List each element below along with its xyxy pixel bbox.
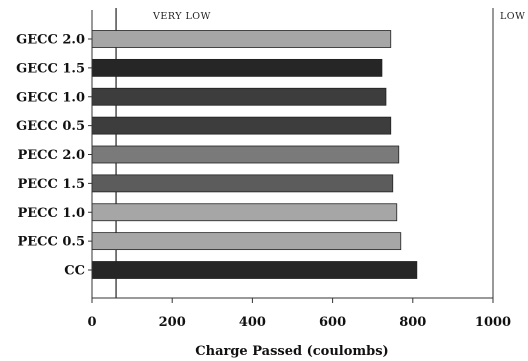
category-label-gecc-0-5: GECC 0.5	[16, 119, 85, 134]
x-tick-label-200: 200	[159, 315, 186, 330]
category-label-pecc-1-5: PECC 1.5	[17, 177, 85, 192]
category-label-cc: CC	[64, 264, 85, 279]
bar-gecc-0-5	[91, 116, 392, 135]
category-label-gecc-1-0: GECC 1.0	[16, 90, 85, 105]
x-tick-label-1000: 1000	[475, 315, 511, 330]
bar-gecc-1-0	[91, 87, 387, 106]
reference-label-low: LOW	[500, 11, 525, 22]
bar-pecc-1-0	[91, 203, 398, 222]
bar-gecc-1-5	[91, 58, 383, 77]
label-layer: GECC 2.0 GECC 1.5 GECC 1.0 GECC 0.5 PECC 2.0…	[16, 33, 511, 331]
x-tick-label-800: 800	[399, 315, 426, 330]
bar-gecc-2-0	[91, 30, 392, 48]
category-label-gecc-2-0: GECC 2.0	[16, 33, 85, 48]
category-label-pecc-1-0: PECC 1.0	[17, 206, 85, 221]
x-tick-label-400: 400	[239, 315, 266, 330]
bar-pecc-2-0	[91, 145, 400, 164]
category-label-gecc-1-5: GECC 1.5	[16, 61, 85, 76]
bar-pecc-0-5	[91, 232, 402, 251]
x-tick-label-0: 0	[87, 315, 96, 330]
bar-cc	[91, 261, 418, 279]
x-tick-label-600: 600	[319, 315, 346, 330]
category-label-pecc-0-5: PECC 0.5	[17, 235, 85, 250]
x-axis-title: Charge Passed (coulombs)	[195, 344, 388, 359]
bar-layer	[91, 30, 418, 279]
bar-pecc-1-5	[91, 174, 394, 193]
reference-label-very-low: VERY LOW	[152, 11, 211, 22]
category-label-pecc-2-0: PECC 2.0	[17, 148, 85, 163]
